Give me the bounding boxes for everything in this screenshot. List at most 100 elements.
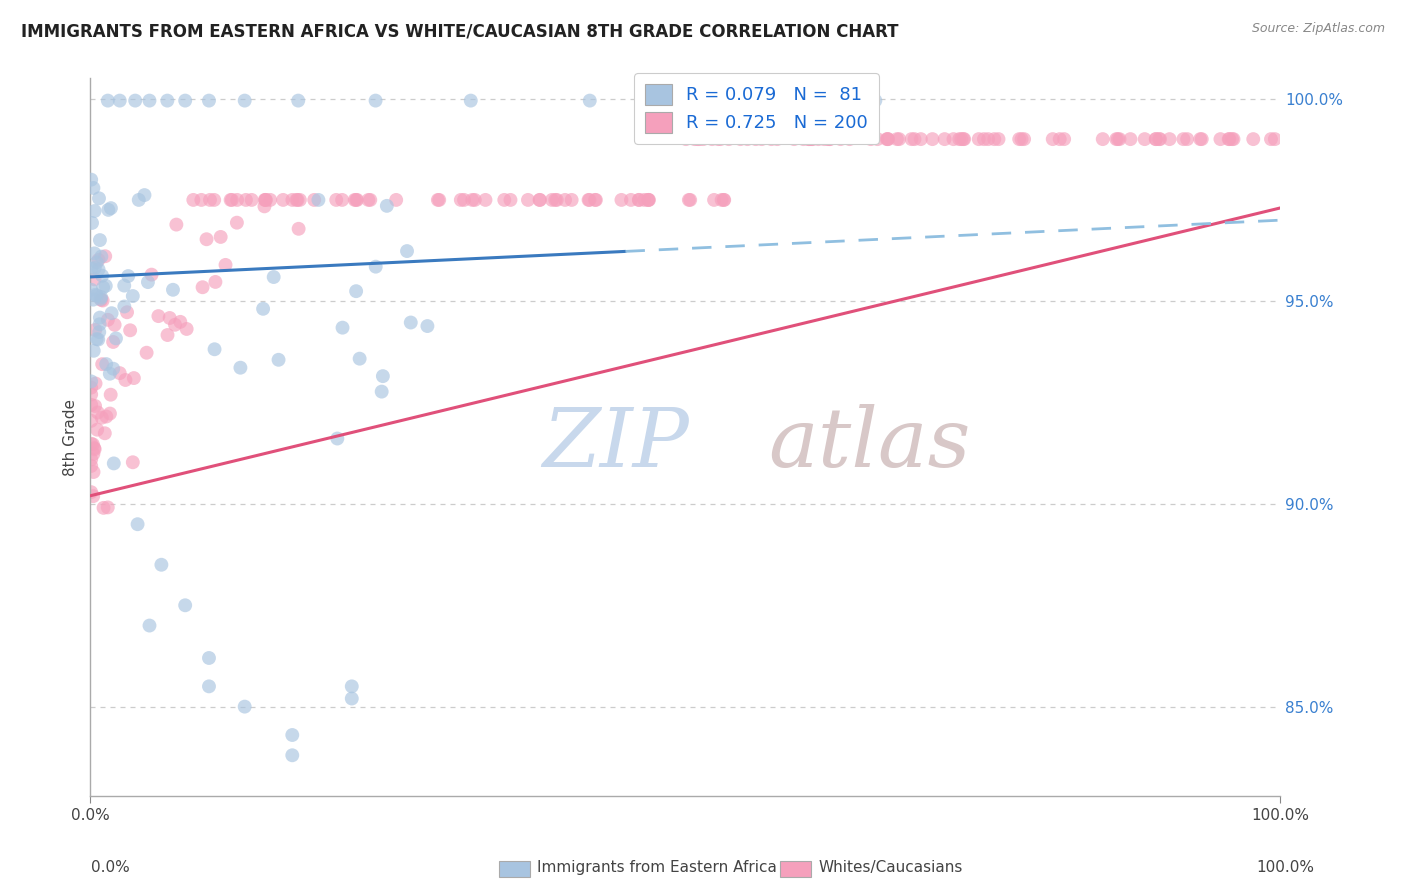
Point [610, 193, 633, 207]
Point [1264, 132, 1286, 146]
Point [233, 94, 256, 108]
Point [138, 94, 160, 108]
Point [1175, 132, 1198, 146]
Point [252, 301, 274, 316]
Point [1147, 132, 1170, 146]
Point [87, 405, 110, 419]
Point [302, 193, 325, 207]
Point [830, 132, 852, 146]
Point [134, 188, 156, 202]
Point [80, 452, 103, 467]
Point [967, 132, 990, 146]
Point [254, 193, 277, 207]
Point [983, 132, 1005, 146]
Point [84, 376, 107, 391]
Point [1144, 132, 1167, 146]
Point [1012, 132, 1035, 146]
Point [135, 345, 157, 359]
Point [281, 748, 304, 763]
Point [156, 328, 179, 343]
Text: Source: ZipAtlas.com: Source: ZipAtlas.com [1251, 22, 1385, 36]
Point [136, 275, 159, 289]
Point [529, 193, 551, 207]
Point [886, 132, 908, 146]
Point [529, 193, 551, 207]
Point [460, 94, 482, 108]
Point [127, 517, 149, 532]
Point [675, 132, 697, 146]
Point [83, 441, 105, 455]
Point [987, 132, 1010, 146]
Point [108, 366, 131, 380]
Point [198, 193, 221, 207]
Point [464, 193, 486, 207]
Point [83, 272, 105, 286]
Point [349, 351, 371, 366]
Point [219, 193, 242, 207]
Point [703, 193, 725, 207]
Point [340, 691, 363, 706]
Point [683, 132, 706, 146]
Point [865, 94, 887, 108]
Point [921, 132, 943, 146]
Point [877, 132, 900, 146]
Point [797, 132, 820, 146]
Point [1144, 132, 1167, 146]
Point [364, 260, 387, 274]
Point [181, 193, 204, 207]
Point [474, 193, 496, 207]
Point [100, 201, 122, 215]
Point [346, 193, 368, 207]
Point [281, 193, 304, 207]
Point [198, 651, 221, 665]
Point [1149, 132, 1171, 146]
Point [103, 457, 125, 471]
Point [174, 94, 197, 108]
Point [370, 384, 392, 399]
Point [80, 261, 103, 276]
Point [326, 432, 349, 446]
Point [202, 193, 225, 207]
Point [1091, 132, 1114, 146]
Text: Whites/Caucasians: Whites/Caucasians [818, 861, 963, 875]
Point [225, 216, 247, 230]
Point [364, 94, 387, 108]
Point [86, 332, 108, 346]
Point [426, 193, 449, 207]
Point [627, 193, 650, 207]
Point [686, 132, 709, 146]
Point [692, 132, 714, 146]
Point [86, 423, 108, 437]
Point [122, 371, 145, 385]
Point [887, 132, 910, 146]
Point [96, 357, 118, 371]
Point [169, 315, 191, 329]
Point [620, 193, 643, 207]
Point [359, 193, 381, 207]
Point [121, 455, 143, 469]
Point [259, 193, 281, 207]
Point [287, 193, 309, 207]
Point [633, 193, 655, 207]
Point [90, 410, 112, 425]
Point [737, 132, 759, 146]
Point [1133, 132, 1156, 146]
Point [627, 193, 650, 207]
Point [198, 94, 221, 108]
Point [801, 132, 824, 146]
Point [1209, 132, 1232, 146]
Point [818, 132, 841, 146]
Point [721, 94, 744, 108]
Point [104, 331, 127, 345]
Text: 0.0%: 0.0% [91, 861, 131, 875]
Point [104, 318, 127, 332]
Point [1189, 132, 1212, 146]
Point [214, 258, 236, 272]
Point [578, 94, 600, 108]
Point [84, 287, 107, 301]
Point [121, 289, 143, 303]
Point [546, 193, 568, 207]
Text: 100.0%: 100.0% [1257, 861, 1315, 875]
Point [90, 293, 112, 307]
Point [561, 193, 583, 207]
